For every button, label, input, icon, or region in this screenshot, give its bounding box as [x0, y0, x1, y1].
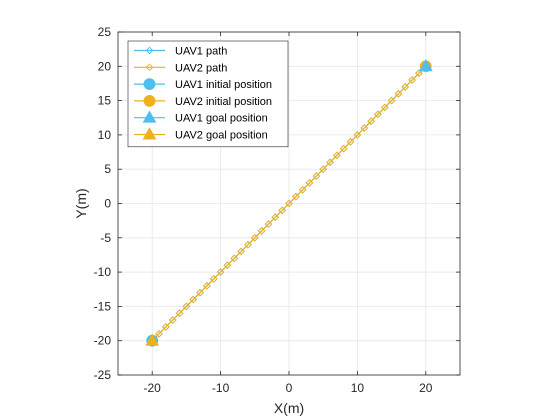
y-tick-label: -20 — [94, 334, 112, 348]
series-line — [151, 65, 427, 342]
legend-label: UAV1 path — [175, 46, 227, 58]
series-2 — [148, 62, 430, 345]
y-tick-label: 10 — [98, 128, 112, 142]
data-point — [237, 247, 245, 256]
y-tick-label: 5 — [104, 162, 111, 176]
y-tick-label: 25 — [98, 25, 112, 39]
x-tick-label: -10 — [212, 381, 230, 395]
legend-entry: UAV1 initial position — [134, 78, 272, 91]
legend-box — [127, 40, 289, 148]
legend-label: UAV2 path — [175, 62, 227, 74]
data-point — [353, 131, 362, 139]
y-axis-label: Y(m) — [73, 188, 89, 218]
data-point — [292, 192, 300, 201]
data-point — [285, 199, 293, 208]
data-point — [415, 69, 423, 77]
data-point — [257, 227, 266, 235]
legend-marker — [145, 63, 154, 72]
x-tick-label: 20 — [419, 381, 433, 395]
legend-entry: UAV2 path — [134, 62, 227, 74]
data-point — [155, 330, 163, 338]
x-tick-label: 10 — [351, 381, 365, 395]
data-point — [380, 103, 389, 112]
ticks: -20 -10 0 10 20 25 20 15 10 5 0 -5 -10 -15 -20 -25 — [94, 25, 460, 395]
data-point — [209, 275, 218, 283]
y-tick-label: -15 — [94, 299, 112, 313]
legend-label: UAV2 goal position — [175, 130, 268, 142]
data-point — [374, 110, 382, 119]
y-tick-label: -10 — [94, 265, 112, 279]
x-tick-label: -20 — [144, 381, 162, 395]
legend-marker — [145, 46, 154, 55]
data-point — [175, 309, 184, 318]
series — [148, 62, 430, 345]
data-point — [168, 316, 177, 324]
x-axis-label: X(m) — [274, 400, 304, 416]
goal-position-marker — [418, 58, 433, 72]
data-point — [278, 206, 286, 215]
data-point — [305, 179, 314, 187]
legend-entry: UAV1 path — [134, 46, 227, 58]
data-point — [271, 213, 280, 222]
data-point — [230, 254, 239, 263]
data-point — [387, 96, 396, 105]
data-point — [360, 124, 369, 132]
data-point — [244, 240, 252, 249]
data-point — [203, 281, 211, 290]
data-point — [223, 261, 232, 270]
legend-entry: UAV2 goal position — [134, 127, 268, 142]
data-point — [264, 220, 273, 228]
legend-marker — [143, 78, 156, 90]
y-tick-label: -5 — [100, 231, 111, 245]
data-point — [312, 172, 321, 180]
legend-label: UAV1 initial position — [175, 79, 272, 91]
y-tick-label: -25 — [94, 368, 112, 382]
data-point — [326, 158, 334, 167]
y-tick-label: 0 — [104, 197, 111, 211]
y-tick-label: 15 — [98, 94, 112, 108]
data-point — [401, 83, 410, 91]
legend-marker — [142, 127, 157, 140]
legend-entry: UAV2 initial position — [134, 95, 272, 108]
goal-position-marker — [145, 333, 160, 346]
data-point — [250, 233, 259, 242]
legend-marker — [142, 110, 157, 123]
data-point — [346, 137, 355, 146]
special-points — [145, 58, 433, 347]
data-point — [162, 323, 170, 331]
legend: UAV1 path UAV2 path UAV1 initial position U… — [127, 40, 289, 148]
data-point — [196, 288, 204, 297]
data-point — [182, 302, 191, 311]
data-point — [298, 185, 307, 194]
data-point — [339, 144, 348, 153]
legend-label: UAV2 initial position — [175, 96, 272, 108]
legend-label: UAV1 goal position — [175, 113, 268, 125]
data-point — [319, 165, 328, 174]
data-point — [408, 76, 416, 84]
data-point — [333, 151, 341, 160]
data-point — [394, 89, 403, 98]
legend-entry: UAV1 goal position — [134, 110, 268, 125]
y-tick-label: 20 — [98, 59, 112, 73]
data-point — [216, 268, 225, 276]
data-point — [189, 295, 198, 304]
legend-marker — [143, 95, 156, 107]
data-point — [367, 117, 375, 126]
x-tick-label: 0 — [286, 381, 293, 395]
